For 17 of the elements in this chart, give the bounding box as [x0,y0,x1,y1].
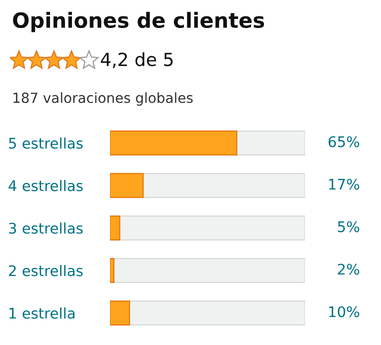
chart-subtitle: 4,2 de 5 [100,52,173,68]
data-label: 5% [338,221,360,232]
y-tick-label: 4 estrellas [8,180,83,192]
data-label: 10% [329,306,360,318]
y-tick-label: 2 estrellas [8,264,83,276]
y-tick-label: 1 estrella [10,307,74,319]
bar [110,216,120,240]
bar [110,300,130,326]
data-label: 17% [329,178,360,190]
text: 187 valoraciones globales [14,92,193,106]
data-label: 65% [328,136,360,148]
chart-title: Opiniones de clientes [13,12,264,32]
bar [110,173,144,198]
y-tick-label: 3 estrellas [9,222,83,234]
bar [110,258,114,283]
y-tick-label: 5 estrellas [9,137,83,149]
data-label: 2% [338,264,360,275]
